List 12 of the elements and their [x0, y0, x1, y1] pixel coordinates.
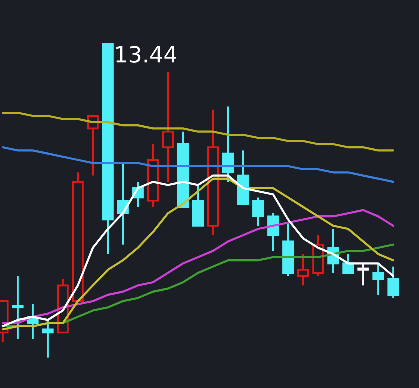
candlestick	[388, 266, 400, 300]
candlestick	[298, 253, 310, 287]
candlestick	[252, 196, 264, 227]
candlestick	[222, 106, 234, 183]
annotation: 13.44	[116, 46, 177, 63]
candlestick	[162, 71, 174, 183]
candlestick	[12, 275, 24, 340]
candlestick	[268, 212, 280, 252]
candlestick	[42, 319, 54, 359]
candlestick	[372, 262, 384, 296]
candlestick	[342, 253, 354, 274]
candlestick	[358, 262, 370, 287]
